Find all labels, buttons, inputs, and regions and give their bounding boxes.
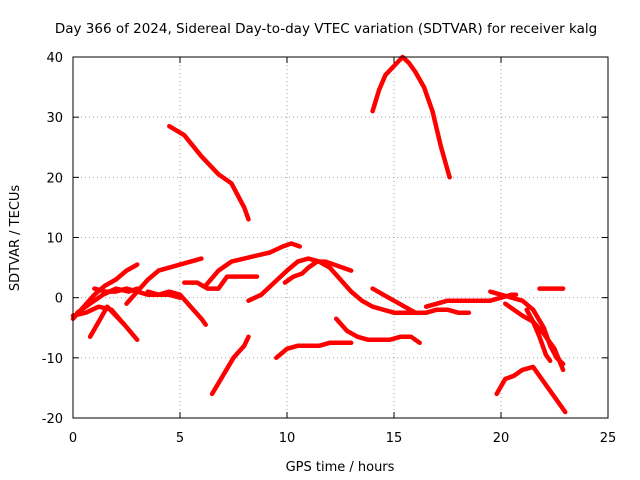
x-tick-label: 20 xyxy=(493,431,510,446)
y-tick-label: 20 xyxy=(46,171,63,186)
series-arc-21 xyxy=(524,307,553,364)
series-arc-12 xyxy=(209,334,251,397)
series-arc-2 xyxy=(370,54,452,180)
y-tick-label: -20 xyxy=(42,412,63,427)
y-tick-label: 0 xyxy=(55,292,63,307)
series-arc-11 xyxy=(203,241,303,288)
y-tick-label: 10 xyxy=(46,232,63,247)
axis-ticks: 0 5 10 15 20 25 -20 -10 0 10 20 30 40 xyxy=(42,51,617,446)
x-tick-label: 25 xyxy=(600,431,617,446)
series-arc-8 xyxy=(124,256,204,306)
x-tick-label: 0 xyxy=(69,431,77,446)
chart-title: Day 366 of 2024, Sidereal Day-to-day VTE… xyxy=(55,21,597,37)
x-tick-label: 15 xyxy=(386,431,403,446)
x-tick-label: 5 xyxy=(176,431,184,446)
y-axis-label: SDTVAR / TECUs xyxy=(8,185,23,292)
series-arc-10 xyxy=(182,274,260,291)
series-arc-22 xyxy=(494,364,568,415)
y-tick-label: -10 xyxy=(42,352,63,367)
series-arc-17 xyxy=(370,286,472,315)
x-tick-label: 10 xyxy=(279,431,296,446)
grid xyxy=(73,57,608,418)
series-arc-9 xyxy=(145,289,183,300)
y-tick-label: 40 xyxy=(46,51,63,66)
series-arc-14 xyxy=(274,340,354,361)
series-arc-1 xyxy=(167,123,251,222)
x-axis-label: GPS time / hours xyxy=(286,460,395,475)
series-arc-15 xyxy=(282,259,354,285)
series-arc-13 xyxy=(246,256,429,315)
data-series xyxy=(70,54,568,415)
series-arc-6 xyxy=(87,304,127,340)
y-tick-label: 30 xyxy=(46,111,63,126)
series-arc-16 xyxy=(333,316,422,346)
